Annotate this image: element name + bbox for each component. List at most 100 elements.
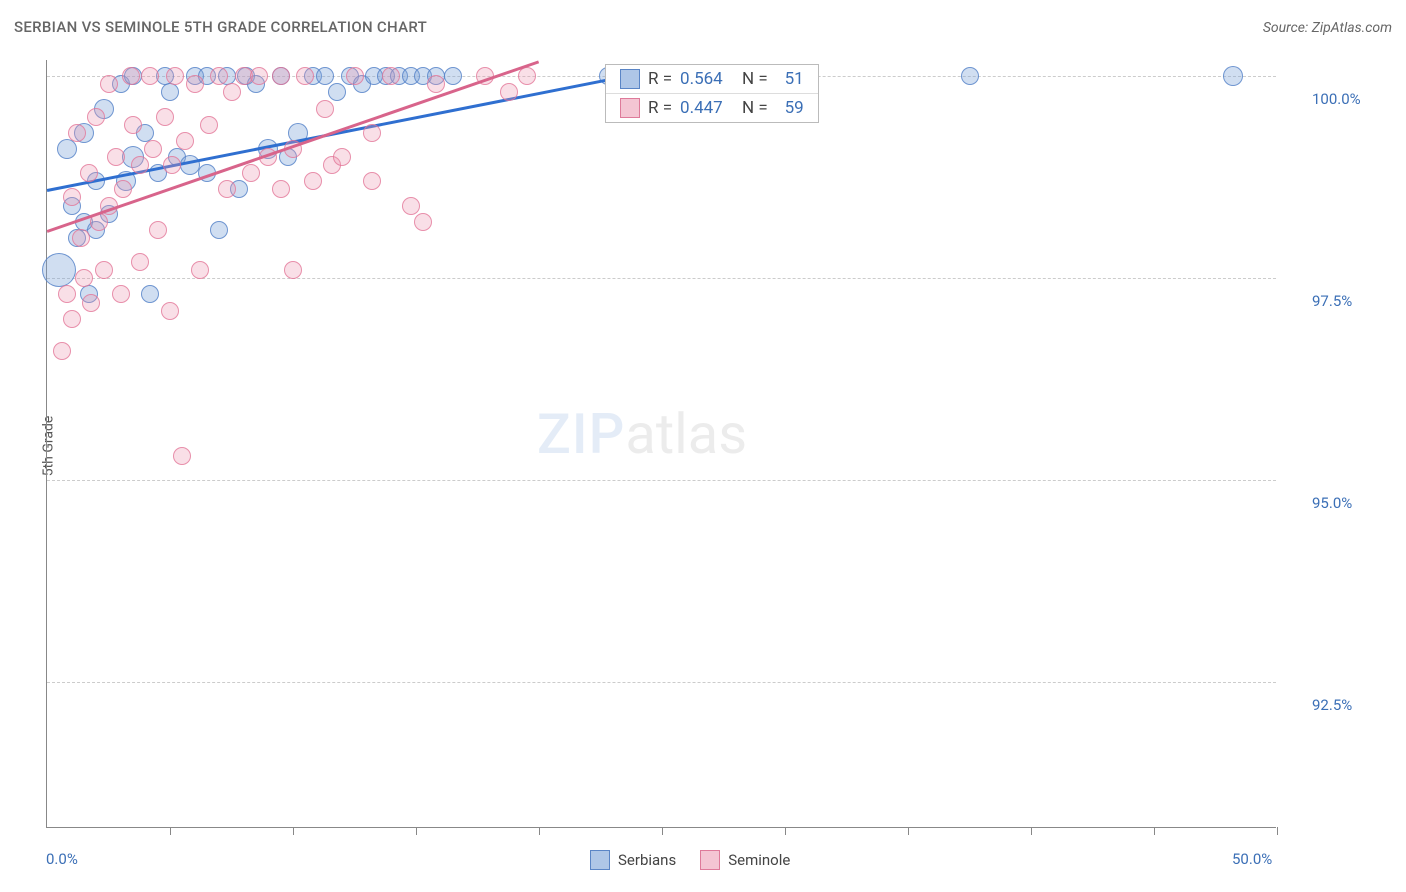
x-tick bbox=[908, 827, 909, 835]
data-point bbox=[53, 342, 71, 360]
data-point bbox=[161, 302, 179, 320]
stat-n-seminole: 59 bbox=[776, 98, 804, 118]
data-point bbox=[414, 213, 432, 231]
data-point bbox=[131, 156, 149, 174]
legend-label-serbians: Serbians bbox=[618, 851, 676, 869]
swatch-pink bbox=[620, 98, 640, 118]
gridline-h bbox=[47, 278, 1276, 279]
x-tick bbox=[293, 827, 294, 835]
legend-label-seminole: Seminole bbox=[728, 851, 790, 869]
watermark-zip: ZIP bbox=[537, 401, 625, 467]
stat-n-label: N = bbox=[742, 69, 768, 89]
data-point bbox=[304, 172, 322, 190]
x-tick bbox=[1031, 827, 1032, 835]
x-tick bbox=[785, 827, 786, 835]
data-point bbox=[961, 67, 979, 85]
data-point bbox=[518, 67, 536, 85]
y-tick-label: 100.0% bbox=[1312, 90, 1361, 108]
data-point bbox=[100, 75, 118, 93]
stat-r-label: R = bbox=[648, 98, 672, 118]
data-point bbox=[333, 148, 351, 166]
data-point bbox=[427, 75, 445, 93]
data-point bbox=[346, 67, 364, 85]
data-point bbox=[316, 67, 334, 85]
data-point bbox=[57, 139, 77, 159]
data-point bbox=[180, 155, 200, 175]
stats-row-serbians: R = 0.564 N = 51 bbox=[606, 65, 818, 93]
data-point bbox=[82, 294, 100, 312]
data-point bbox=[272, 180, 290, 198]
gridline-h bbox=[47, 682, 1276, 683]
stat-r-seminole: 0.447 bbox=[680, 98, 734, 118]
data-point bbox=[173, 447, 191, 465]
data-point bbox=[210, 67, 228, 85]
x-tick bbox=[662, 827, 663, 835]
y-tick-label: 97.5% bbox=[1312, 292, 1352, 310]
chart-container: SERBIAN VS SEMINOLE 5TH GRADE CORRELATIO… bbox=[0, 0, 1406, 892]
data-point bbox=[161, 83, 179, 101]
data-point bbox=[75, 269, 93, 287]
data-point bbox=[42, 253, 76, 287]
watermark-atlas: atlas bbox=[625, 401, 747, 467]
swatch-blue bbox=[620, 69, 640, 89]
data-point bbox=[87, 108, 105, 126]
stats-legend: R = 0.564 N = 51 R = 0.447 N = 59 bbox=[605, 64, 819, 123]
data-point bbox=[402, 197, 420, 215]
watermark: ZIPatlas bbox=[537, 401, 747, 467]
data-point bbox=[363, 124, 381, 142]
data-point bbox=[95, 261, 113, 279]
data-point bbox=[223, 83, 241, 101]
data-point bbox=[272, 67, 290, 85]
data-point bbox=[296, 67, 314, 85]
x-tick bbox=[1277, 827, 1278, 835]
data-point bbox=[166, 67, 184, 85]
data-point bbox=[131, 253, 149, 271]
series-legend: Serbians Seminole bbox=[590, 850, 790, 870]
data-point bbox=[124, 116, 142, 134]
data-point bbox=[1223, 66, 1243, 86]
stat-n-serbians: 51 bbox=[776, 69, 804, 89]
stat-n-label: N = bbox=[742, 98, 768, 118]
data-point bbox=[250, 67, 268, 85]
data-point bbox=[500, 83, 518, 101]
data-point bbox=[163, 156, 181, 174]
data-point bbox=[210, 221, 228, 239]
data-point bbox=[58, 285, 76, 303]
data-point bbox=[112, 285, 130, 303]
data-point bbox=[63, 188, 81, 206]
data-point bbox=[191, 261, 209, 279]
legend-item-serbians: Serbians bbox=[590, 850, 676, 870]
x-tick bbox=[1154, 827, 1155, 835]
data-point bbox=[107, 148, 125, 166]
chart-title: SERBIAN VS SEMINOLE 5TH GRADE CORRELATIO… bbox=[14, 18, 427, 36]
data-point bbox=[122, 67, 140, 85]
swatch-pink bbox=[700, 850, 720, 870]
gridline-h bbox=[47, 480, 1276, 481]
data-point bbox=[63, 310, 81, 328]
x-tick bbox=[539, 827, 540, 835]
plot-area: ZIPatlas bbox=[46, 60, 1276, 828]
x-tick bbox=[170, 827, 171, 835]
data-point bbox=[141, 285, 159, 303]
data-point bbox=[114, 180, 132, 198]
data-point bbox=[80, 164, 98, 182]
data-point bbox=[328, 83, 346, 101]
data-point bbox=[316, 100, 334, 118]
source-attribution: Source: ZipAtlas.com bbox=[1263, 20, 1392, 36]
swatch-blue bbox=[590, 850, 610, 870]
data-point bbox=[68, 124, 86, 142]
stat-r-label: R = bbox=[648, 69, 672, 89]
data-point bbox=[218, 180, 236, 198]
data-point bbox=[200, 116, 218, 134]
data-point bbox=[363, 172, 381, 190]
x-tick-label: 0.0% bbox=[46, 850, 78, 868]
data-point bbox=[141, 67, 159, 85]
data-point bbox=[382, 67, 400, 85]
data-point bbox=[156, 108, 174, 126]
data-point bbox=[144, 140, 162, 158]
stat-r-serbians: 0.564 bbox=[680, 69, 734, 89]
y-tick-label: 95.0% bbox=[1312, 494, 1352, 512]
y-tick-label: 92.5% bbox=[1312, 696, 1352, 714]
data-point bbox=[284, 261, 302, 279]
x-tick bbox=[416, 827, 417, 835]
